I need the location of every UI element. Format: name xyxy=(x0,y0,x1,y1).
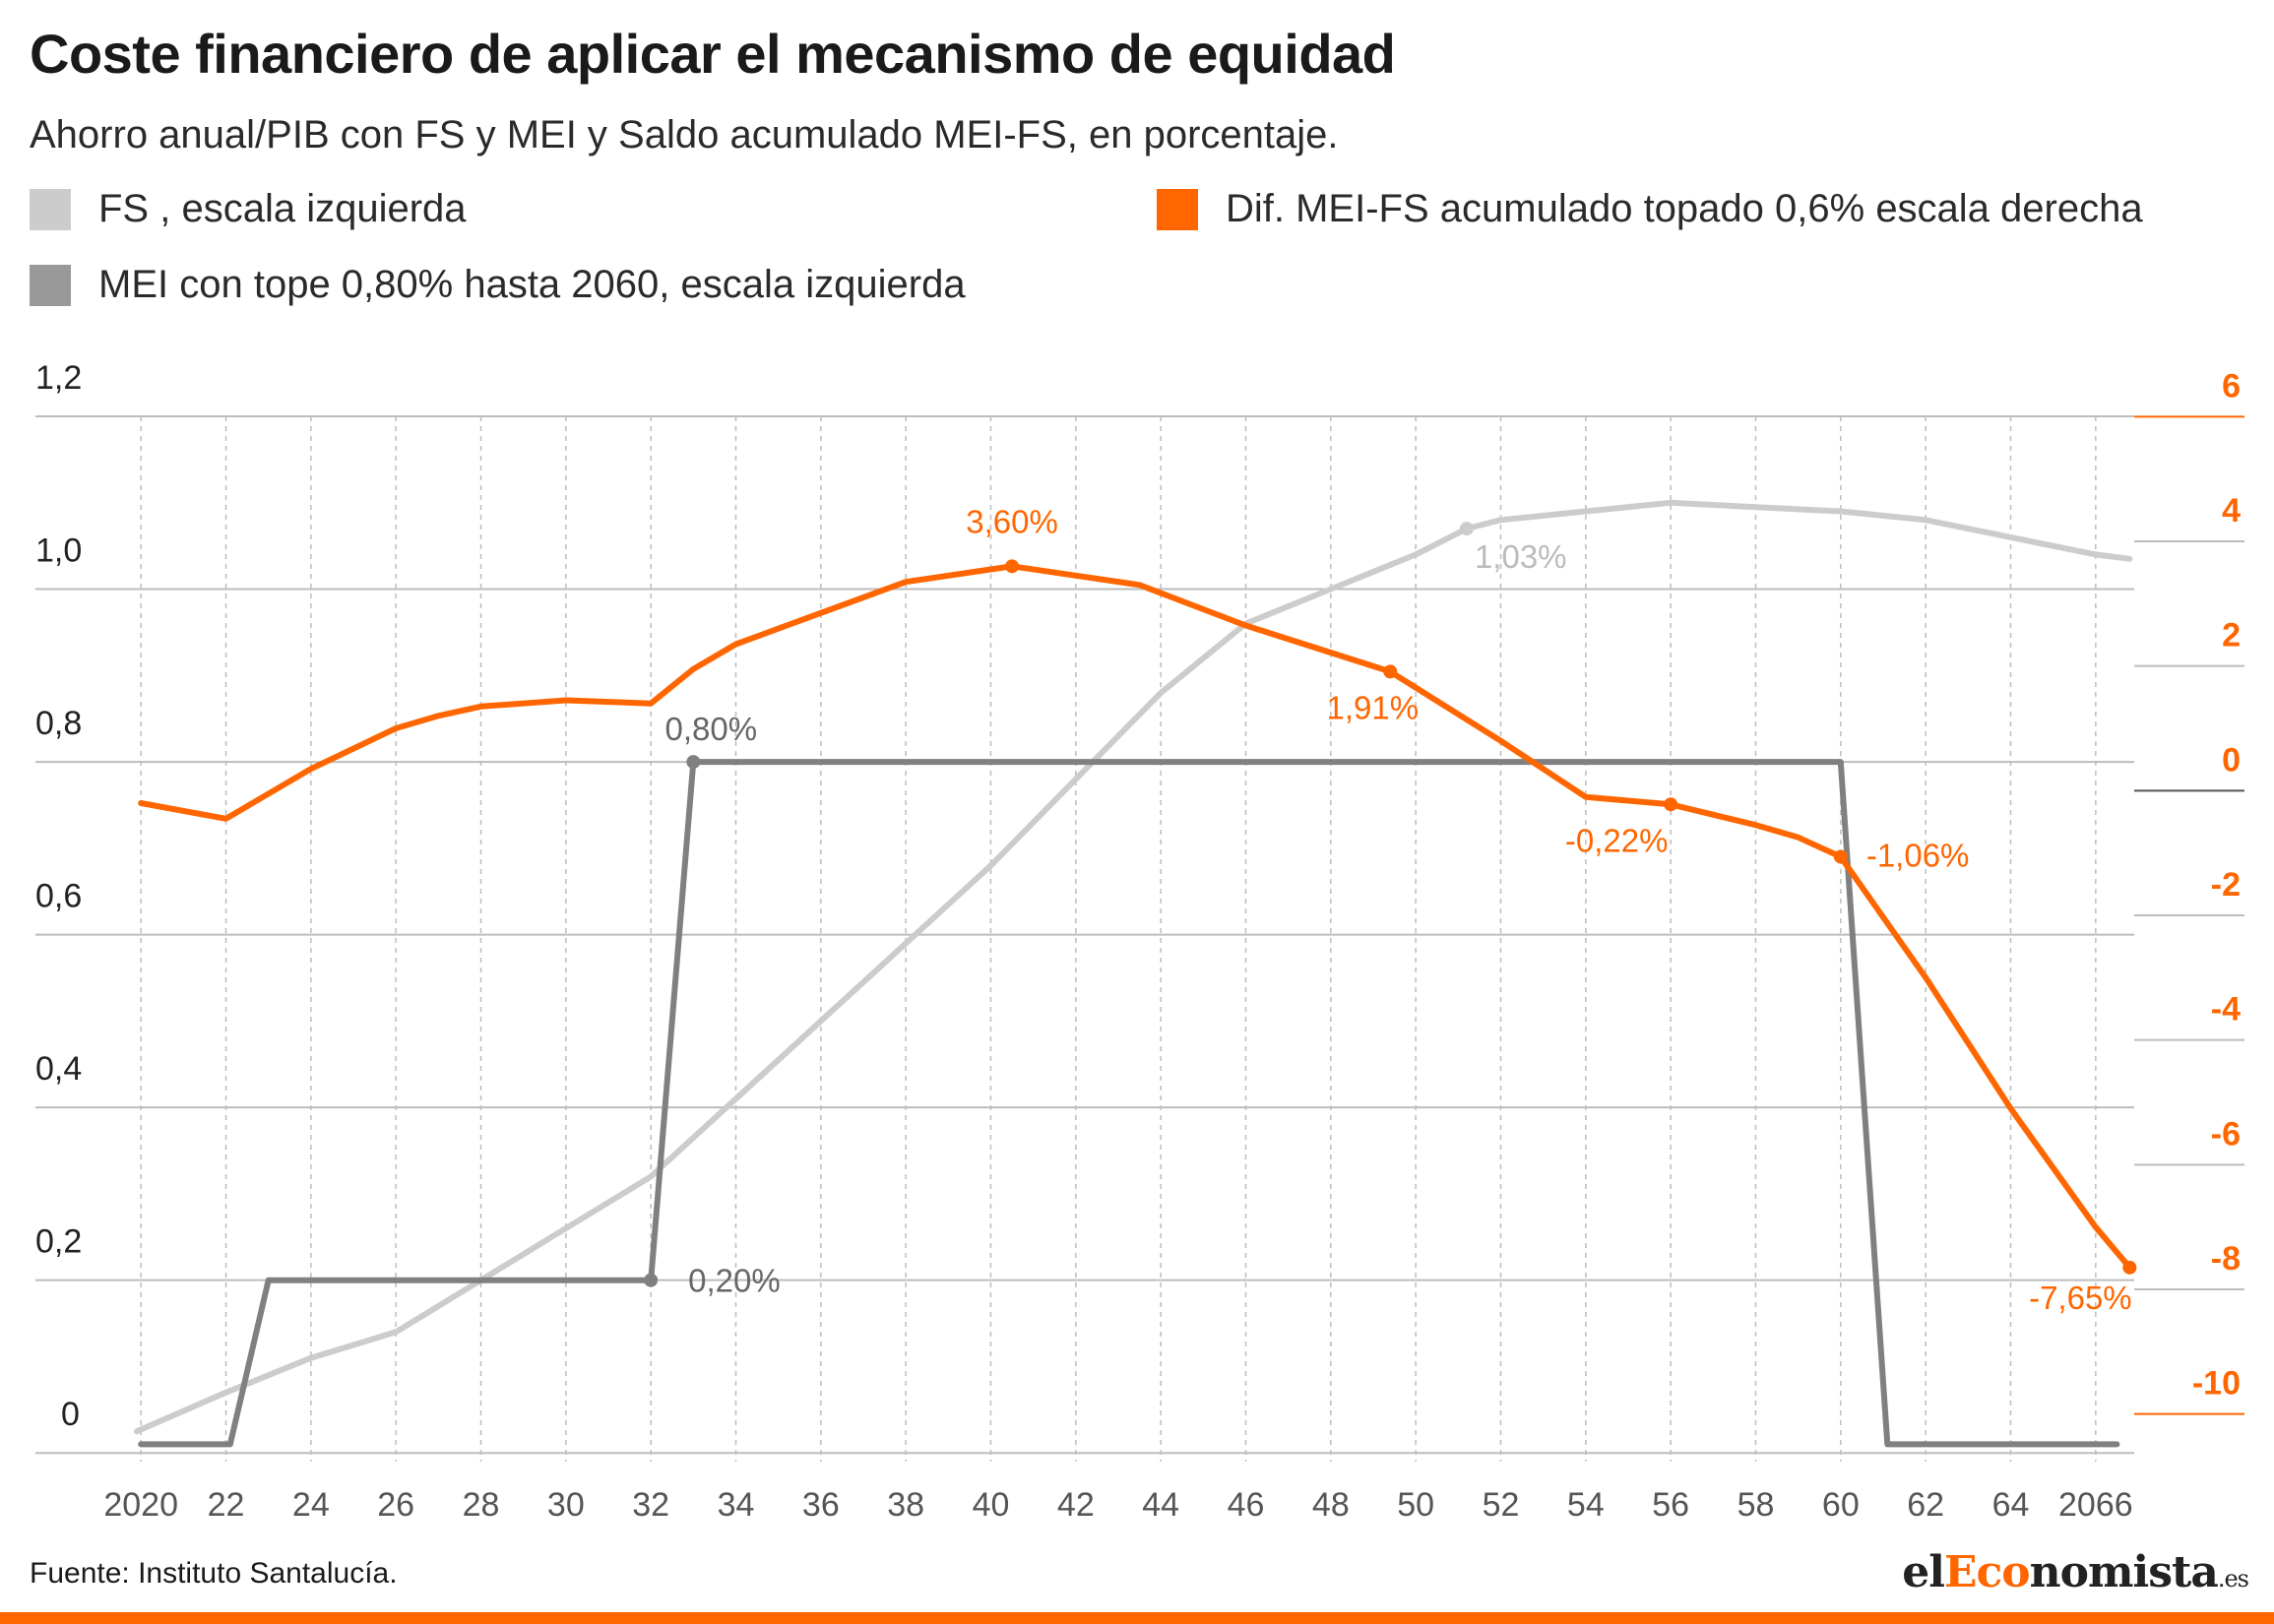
annotation-marker xyxy=(686,755,701,770)
legend-swatch-mei xyxy=(30,264,71,306)
x-tick-label: 24 xyxy=(292,1486,330,1524)
y-left-tick-label: 0 xyxy=(61,1396,80,1433)
x-tick-label: 44 xyxy=(1142,1486,1179,1524)
publisher-logo: elEconomista.es xyxy=(1902,1547,2249,1597)
x-tick-label: 36 xyxy=(802,1486,840,1524)
annotation-marker xyxy=(1664,797,1678,812)
legend-item-mei: MEI con tope 0,80% hasta 2060, escala iz… xyxy=(30,263,966,307)
y-left-tick-label: 1,0 xyxy=(35,532,82,570)
x-tick-label: 40 xyxy=(973,1486,1010,1524)
series-fs-line xyxy=(133,499,2133,1435)
x-tick-label: 30 xyxy=(547,1486,585,1524)
x-tick-label: 28 xyxy=(463,1486,500,1524)
y-right-tick-label: -8 xyxy=(2211,1240,2241,1278)
data-label: -1,06% xyxy=(1866,837,1970,873)
legend-label-mei: MEI con tope 0,80% hasta 2060, escala iz… xyxy=(98,263,966,306)
x-tick-label: 32 xyxy=(632,1486,669,1524)
y-right-tick-label: 0 xyxy=(2222,741,2241,779)
annotation-marker xyxy=(1383,664,1398,679)
data-label: 1,03% xyxy=(1475,538,1567,575)
chart-subtitle: Ahorro anual/PIB con FS y MEI y Saldo ac… xyxy=(30,113,1339,156)
y-right-tick-label: 2 xyxy=(2222,617,2241,655)
annotation-marker xyxy=(2122,1260,2137,1275)
legend-swatch-dif xyxy=(1157,188,1198,230)
x-tick-label: 52 xyxy=(1483,1486,1520,1524)
data-label: 1,91% xyxy=(1326,689,1419,725)
data-label: -0,22% xyxy=(1565,822,1669,858)
y-right-tick-label: 6 xyxy=(2222,367,2241,405)
y-left-tick-label: 0,4 xyxy=(35,1050,82,1088)
bottom-accent-bar xyxy=(0,1612,2274,1624)
x-tick-label: 34 xyxy=(718,1486,755,1524)
x-tick-label: 38 xyxy=(887,1486,924,1524)
annotation-marker xyxy=(1459,522,1474,536)
annotation-marker xyxy=(1833,849,1848,864)
data-label: -7,65% xyxy=(2029,1280,2132,1316)
x-tick-label: 64 xyxy=(1992,1486,2030,1524)
y-left-tick-label: 0,2 xyxy=(35,1223,82,1261)
x-tick-label: 42 xyxy=(1057,1486,1095,1524)
y-right-tick-label: -6 xyxy=(2211,1115,2241,1153)
x-tick-label: 50 xyxy=(1397,1486,1434,1524)
x-tick-label: 26 xyxy=(377,1486,414,1524)
data-label: 0,80% xyxy=(665,711,758,747)
y-right-tick-label: -10 xyxy=(2192,1365,2241,1403)
x-tick-label: 2066 xyxy=(2058,1486,2133,1524)
legend-item-dif: Dif. MEI-FS acumulado topado 0,6% escala… xyxy=(1157,187,2143,231)
annotation-marker xyxy=(1005,559,1020,574)
legend-label-fs: FS , escala izquierda xyxy=(98,187,467,230)
x-tick-label: 60 xyxy=(1822,1486,1860,1524)
x-tick-label: 56 xyxy=(1652,1486,1689,1524)
y-left-tick-label: 1,2 xyxy=(35,359,82,397)
annotation-marker xyxy=(644,1273,659,1287)
source-note: Fuente: Instituto Santalucía. xyxy=(30,1557,398,1590)
data-label: 3,60% xyxy=(966,503,1058,539)
data-label: 0,20% xyxy=(688,1263,781,1299)
x-tick-label: 46 xyxy=(1228,1486,1265,1524)
legend-item-fs: FS , escala izquierda xyxy=(30,187,467,231)
y-right-tick-label: -2 xyxy=(2211,866,2241,904)
x-tick-label: 62 xyxy=(1907,1486,1944,1524)
legend-swatch-fs xyxy=(30,188,71,230)
x-tick-label: 48 xyxy=(1312,1486,1350,1524)
y-right-tick-label: 4 xyxy=(2222,492,2241,530)
x-tick-label: 58 xyxy=(1737,1486,1775,1524)
legend-label-dif: Dif. MEI-FS acumulado topado 0,6% escala… xyxy=(1226,187,2143,230)
chart-title: Coste financiero de aplicar el mecanismo… xyxy=(30,23,1396,85)
y-left-tick-label: 0,8 xyxy=(35,705,82,742)
x-tick-label: 2020 xyxy=(103,1486,178,1524)
series-mei-line xyxy=(138,759,2120,1448)
y-left-tick-label: 0,6 xyxy=(35,878,82,915)
x-tick-label: 54 xyxy=(1567,1486,1605,1524)
y-right-tick-label: -4 xyxy=(2211,991,2241,1029)
series-dif-line xyxy=(138,563,2133,1271)
x-tick-label: 22 xyxy=(208,1486,245,1524)
